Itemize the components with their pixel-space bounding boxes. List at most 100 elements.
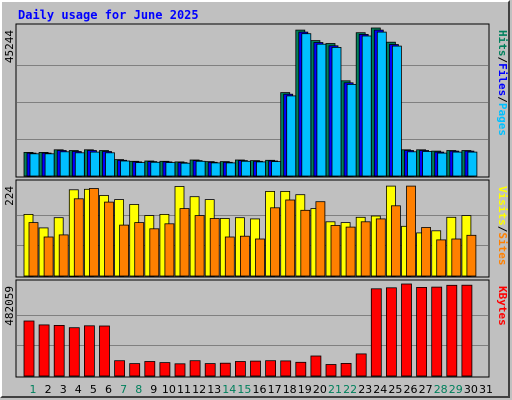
day-label-6: 6 xyxy=(105,383,112,396)
bar-pages-day-18 xyxy=(286,95,297,177)
bar-kbytes-day-18 xyxy=(280,360,292,377)
bar-pages-day-29 xyxy=(452,151,463,177)
day-label-12: 12 xyxy=(192,383,206,396)
day-label-21: 21 xyxy=(328,383,342,396)
day-label-5: 5 xyxy=(90,383,97,396)
bar-pages-day-5 xyxy=(90,151,100,177)
day-label-10: 10 xyxy=(162,383,176,396)
bar-kbytes-day-14 xyxy=(219,362,231,377)
day-label-9: 9 xyxy=(150,383,157,396)
day-label-11: 11 xyxy=(177,383,191,396)
bar-sites-day-13 xyxy=(209,218,220,277)
bar-sites-day-10 xyxy=(164,223,175,277)
day-label-4: 4 xyxy=(75,383,82,396)
bar-pages-day-11 xyxy=(180,162,191,177)
day-label-31: 31 xyxy=(479,383,493,396)
bar-kbytes-day-5 xyxy=(84,325,95,377)
bar-pages-day-28 xyxy=(437,152,448,177)
bar-sites-day-3 xyxy=(58,234,69,277)
bar-pages-day-17 xyxy=(271,161,282,177)
bar-sites-day-6 xyxy=(104,201,114,277)
bar-pages-day-24 xyxy=(376,31,387,177)
bar-sites-day-19 xyxy=(300,209,311,277)
bar-pages-day-8 xyxy=(135,162,146,177)
bar-sites-day-22 xyxy=(345,226,356,277)
bar-pages-day-2 xyxy=(44,153,55,177)
bar-sites-day-16 xyxy=(255,238,265,277)
bar-pages-day-20 xyxy=(316,43,327,177)
day-label-15: 15 xyxy=(237,383,251,396)
bar-kbytes-day-25 xyxy=(385,287,397,377)
bar-sites-day-26 xyxy=(406,185,416,277)
bar-kbytes-day-23 xyxy=(355,353,367,377)
bar-sites-day-29 xyxy=(451,238,462,277)
legend-part: Hits xyxy=(496,30,509,57)
day-label-3: 3 xyxy=(60,383,67,396)
bar-kbytes-day-1 xyxy=(23,320,35,377)
bar-kbytes-day-26 xyxy=(401,283,412,377)
chart-title: Daily usage for June 2025 xyxy=(18,8,199,22)
bar-sites-day-30 xyxy=(466,234,477,277)
legend-part: Files xyxy=(496,63,509,96)
bar-kbytes-day-20 xyxy=(310,355,322,377)
day-label-1: 1 xyxy=(30,383,37,396)
bar-sites-day-9 xyxy=(149,228,160,277)
bar-sites-day-2 xyxy=(43,236,54,277)
bar-pages-day-9 xyxy=(150,161,161,177)
bar-sites-day-27 xyxy=(421,227,432,277)
bars-layer xyxy=(23,27,478,377)
bar-sites-day-25 xyxy=(390,205,401,277)
bar-pages-day-21 xyxy=(331,47,342,177)
bar-sites-day-20 xyxy=(315,201,326,277)
day-label-2: 2 xyxy=(45,383,52,396)
day-label-14: 14 xyxy=(222,383,236,396)
bar-kbytes-day-19 xyxy=(295,361,307,377)
bar-kbytes-day-29 xyxy=(446,284,458,377)
bar-pages-day-3 xyxy=(59,151,70,177)
bar-sites-day-12 xyxy=(194,215,205,277)
ymax-label-middle: 224 xyxy=(3,186,16,206)
bar-pages-day-14 xyxy=(225,162,236,177)
labels-layer: 45244 224 482059 xyxy=(3,30,16,326)
day-label-26: 26 xyxy=(404,383,418,396)
bar-sites-day-4 xyxy=(73,198,84,277)
bar-pages-day-4 xyxy=(74,152,85,177)
day-label-25: 25 xyxy=(388,383,402,396)
bar-kbytes-day-11 xyxy=(174,363,186,377)
ymax-label-bottom: 482059 xyxy=(3,286,16,326)
bar-kbytes-day-2 xyxy=(38,324,50,377)
bar-pages-day-1 xyxy=(29,153,40,177)
legend-part: / xyxy=(496,57,509,64)
bar-kbytes-day-12 xyxy=(189,360,201,377)
day-label-16: 16 xyxy=(253,383,267,396)
bar-pages-day-26 xyxy=(407,151,417,177)
day-label-8: 8 xyxy=(135,383,142,396)
bar-sites-day-5 xyxy=(89,188,99,277)
bar-pages-day-6 xyxy=(105,152,115,177)
ymax-label-top: 45244 xyxy=(3,30,16,63)
bar-pages-day-16 xyxy=(256,161,266,177)
bar-kbytes-day-30 xyxy=(461,284,473,377)
day-label-13: 13 xyxy=(207,383,221,396)
bar-pages-day-22 xyxy=(346,84,357,177)
day-label-18: 18 xyxy=(283,383,297,396)
legend-part: KBytes xyxy=(496,286,509,326)
bar-kbytes-day-22 xyxy=(340,362,352,377)
day-label-27: 27 xyxy=(419,383,433,396)
bar-kbytes-day-24 xyxy=(370,288,382,377)
bar-pages-day-19 xyxy=(301,33,312,177)
bar-sites-day-21 xyxy=(330,225,341,277)
day-label-20: 20 xyxy=(313,383,327,396)
bar-sites-day-15 xyxy=(239,235,250,277)
bar-pages-day-10 xyxy=(165,162,176,177)
bar-kbytes-day-7 xyxy=(114,360,125,377)
bar-kbytes-day-17 xyxy=(265,360,277,377)
bar-sites-day-14 xyxy=(224,236,235,277)
bar-kbytes-day-15 xyxy=(234,361,246,377)
legend-middle: Visits/Sites xyxy=(496,186,509,266)
day-label-7: 7 xyxy=(120,383,127,396)
bar-kbytes-day-21 xyxy=(325,364,337,377)
bar-pages-day-15 xyxy=(240,160,251,177)
